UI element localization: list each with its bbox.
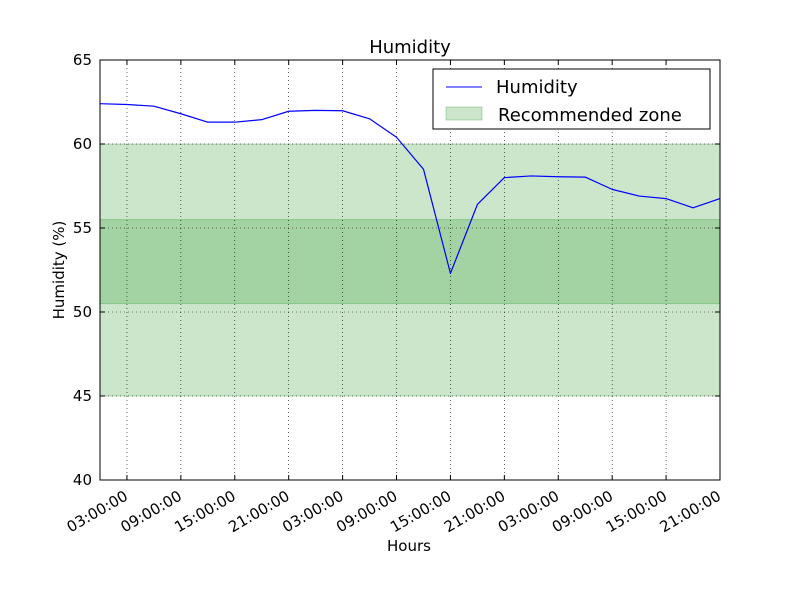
- legend-frame: [432, 68, 711, 130]
- plot-background: [100, 60, 720, 480]
- bands-layer: [99, 143, 721, 397]
- legend-recommended-zone-swatch: [445, 106, 483, 121]
- y-tick-label: 55: [73, 219, 92, 237]
- y-tick-label: 40: [73, 471, 92, 489]
- legend-recommended-zone-label: Recommended zone: [498, 105, 682, 126]
- legend: Humidity Recommended zone: [432, 68, 711, 130]
- recommended-zone-band: [99, 143, 721, 397]
- x-axis-title: Hours: [387, 537, 431, 555]
- y-tick-label: 50: [73, 303, 92, 321]
- y-tick-label: 65: [73, 51, 92, 69]
- y-tick-labels: 40 45 50 55 60 65: [73, 51, 92, 489]
- y-tick-label: 45: [73, 387, 92, 405]
- inner-zone-band: [99, 219, 721, 305]
- series-layer: [99, 103, 721, 274]
- y-axis-title: Humidity (%): [50, 221, 68, 320]
- legend-humidity-label: Humidity: [496, 77, 578, 98]
- chart-title: Humidity: [369, 37, 451, 58]
- humidity-line: [99, 103, 721, 274]
- ticks-layer: [100, 59, 721, 481]
- y-tick-label: 60: [73, 135, 92, 153]
- plot-frame: [99, 59, 721, 481]
